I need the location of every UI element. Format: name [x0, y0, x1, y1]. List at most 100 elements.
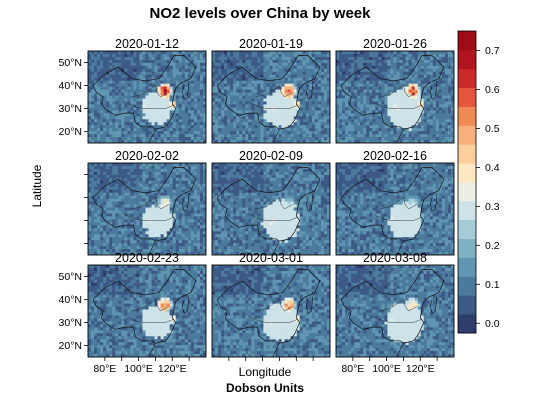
no2-field: [212, 51, 330, 143]
no2-field: [88, 51, 206, 143]
no2-field: [336, 51, 454, 143]
no2-field: [336, 163, 454, 255]
colorbar-tick-label: 0.2: [485, 240, 500, 252]
panel-frame: [335, 162, 455, 256]
y-tick-label: 40°N: [59, 294, 82, 306]
colorbar-segment: [458, 125, 476, 145]
coastline: [396, 241, 404, 255]
province-line: [371, 213, 423, 221]
province-line: [123, 315, 175, 323]
colorbar: 0.0 0.1 0.2 0.3 0.4 0.5 0.6 0.7: [457, 30, 500, 334]
x-tick-label: 100°E: [372, 363, 401, 375]
country-border: [216, 269, 321, 344]
coastline: [182, 192, 190, 212]
colorbar-tick-label: 0.4: [485, 162, 500, 174]
x-axes: 80°E 100°E 120°E 80°E 100°E 120°E: [93, 357, 438, 375]
colorbar-segment: [458, 276, 476, 296]
facet-panel: 2020-03-01: [211, 251, 331, 358]
colorbar-segment: [458, 200, 476, 221]
panel-date-label: 2020-01-12: [115, 37, 179, 51]
panel-date-label: 2020-03-01: [239, 251, 303, 265]
province-line: [131, 299, 170, 312]
facet-panel: 2020-01-26: [335, 37, 455, 144]
colorbar-segment: [458, 144, 476, 164]
panel-date-label: 2020-02-02: [115, 149, 179, 163]
no2-field: [212, 163, 330, 255]
x-tick-label: 120°E: [158, 363, 187, 375]
country-border: [92, 269, 197, 344]
province-line: [371, 315, 423, 323]
x-tick-label: 100°E: [124, 363, 153, 375]
panel-frame: [335, 264, 455, 358]
panel-frame: [335, 50, 455, 144]
panel-date-label: 2020-01-26: [363, 37, 427, 51]
coastline: [396, 343, 404, 357]
facet-panel: 2020-01-12: [87, 37, 207, 144]
coastline: [430, 80, 438, 100]
facet-panel: 2020-02-09: [211, 149, 331, 256]
y-tick-label: 50°N: [59, 57, 82, 69]
province-line: [247, 213, 299, 221]
panel-frame: [211, 264, 331, 358]
colorbar-segment: [458, 314, 476, 334]
chart-title: NO2 levels over China by week: [150, 5, 372, 22]
no2-field: [336, 265, 454, 357]
colorbar-tick-label: 0.3: [485, 201, 500, 213]
coastline: [182, 80, 190, 100]
facet-panel: 2020-02-16: [335, 149, 455, 256]
country-border: [340, 55, 445, 130]
coastline: [272, 241, 280, 255]
colorbar-frame: [457, 30, 477, 334]
panel-date-label: 2020-01-19: [239, 37, 303, 51]
y-tick-label: 30°N: [59, 103, 82, 115]
facet-panel: 2020-03-08: [335, 251, 455, 358]
coastline: [306, 192, 314, 212]
colorbar-tick-label: 0.6: [485, 84, 500, 96]
province-line: [131, 197, 170, 210]
y-tick-label: 20°N: [59, 126, 82, 138]
province-line: [371, 101, 423, 109]
coastline: [396, 129, 404, 143]
country-border: [340, 269, 445, 344]
country-border: [92, 167, 197, 242]
x-tick-label: 80°E: [341, 363, 364, 375]
y-axis-title: Latitude: [30, 164, 44, 207]
no2-field: [88, 163, 206, 255]
colorbar-segment: [458, 31, 476, 51]
no2-field: [212, 265, 330, 357]
panel-date-label: 2020-02-16: [363, 149, 427, 163]
colorbar-segment: [458, 49, 476, 70]
coastline: [148, 241, 156, 255]
province-line: [123, 213, 175, 221]
x-axis-title: Longitude: [239, 365, 292, 379]
province-line: [247, 315, 299, 323]
province-line: [131, 85, 170, 98]
y-tick-label: 20°N: [59, 340, 82, 352]
x-tick-label: 120°E: [406, 363, 435, 375]
facet-panel: 2020-02-23: [87, 251, 207, 358]
colorbar-segment: [458, 106, 476, 126]
panel-frame: [211, 162, 331, 256]
coastline: [430, 294, 438, 314]
coastline: [306, 294, 314, 314]
colorbar-tick-label: 0.1: [485, 279, 500, 291]
coastline: [182, 294, 190, 314]
colorbar-tick-label: 0.7: [485, 45, 500, 57]
y-tick-label: 50°N: [59, 271, 82, 283]
x-tick-label: 80°E: [93, 363, 116, 375]
coastline: [430, 192, 438, 212]
y-tick-label: 30°N: [59, 317, 82, 329]
facet-panel: 2020-02-02: [87, 149, 207, 256]
province-line: [255, 197, 294, 210]
colorbar-segment: [458, 238, 476, 258]
province-line: [379, 299, 418, 312]
colorbar-segment: [458, 219, 476, 240]
colorbar-segment: [458, 163, 476, 183]
panel-frame: [87, 162, 207, 256]
province-line: [379, 85, 418, 98]
colorbar-tick-label: 0.5: [485, 123, 500, 135]
panel-frame: [87, 264, 207, 358]
country-border: [340, 167, 445, 242]
coastline: [272, 343, 280, 357]
